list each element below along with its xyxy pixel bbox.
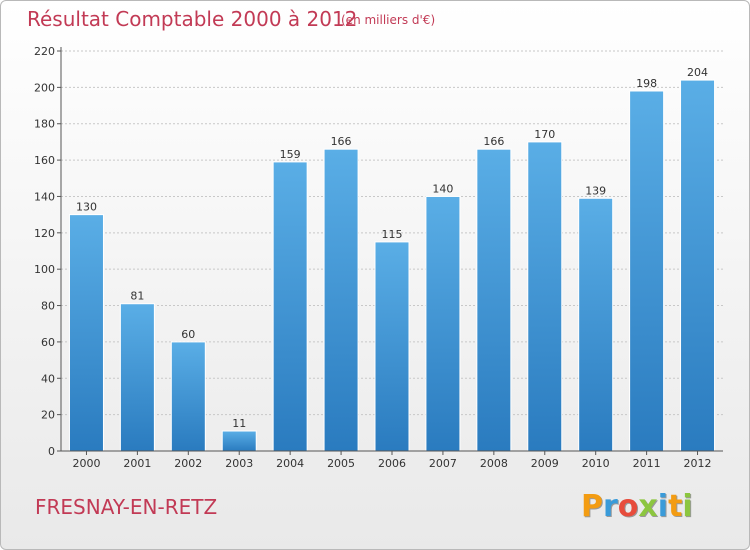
x-tick-label-2007: 2007 xyxy=(429,457,457,470)
y-tick-label: 200 xyxy=(34,81,55,94)
logo-letter: i xyxy=(657,489,669,524)
bar-2010 xyxy=(578,197,614,452)
y-tick-label: 40 xyxy=(41,372,55,385)
x-tick-label-2008: 2008 xyxy=(480,457,508,470)
data-label-2004: 159 xyxy=(280,148,301,161)
x-tick-label-2002: 2002 xyxy=(174,457,202,470)
data-label-2001: 81 xyxy=(130,290,144,303)
data-label-2007: 140 xyxy=(432,182,453,195)
y-tick-label: 140 xyxy=(34,190,55,203)
data-label-2006: 115 xyxy=(382,228,403,241)
bar-2004 xyxy=(272,161,308,452)
commune-name: FRESNAY-EN-RETZ xyxy=(35,495,218,519)
bar-2002 xyxy=(170,341,206,452)
y-axis: 0 20 40 60 80 100 120 140 160 180 200 220 xyxy=(34,45,62,458)
bar-2011 xyxy=(629,90,665,452)
bar-2006 xyxy=(374,241,410,452)
bar-2001 xyxy=(119,303,155,452)
logo-letter: x xyxy=(638,489,658,524)
logo-letter: o xyxy=(617,489,639,524)
x-tick-label-2003: 2003 xyxy=(225,457,253,470)
x-tick-label-2001: 2001 xyxy=(123,457,151,470)
bar-2009 xyxy=(527,141,563,452)
y-tick-label: 120 xyxy=(34,227,55,240)
x-tick-label-2005: 2005 xyxy=(327,457,355,470)
y-tick-label: 220 xyxy=(34,45,55,58)
x-tick-label-2006: 2006 xyxy=(378,457,406,470)
x-tick-label-2004: 2004 xyxy=(276,457,304,470)
x-tick-label-2009: 2009 xyxy=(531,457,559,470)
bar-2000 xyxy=(68,214,104,452)
x-tick-label-2010: 2010 xyxy=(582,457,610,470)
data-label-2009: 170 xyxy=(534,128,555,141)
data-label-2011: 198 xyxy=(636,77,657,90)
data-label-2005: 166 xyxy=(331,135,352,148)
y-tick-label: 160 xyxy=(34,154,55,167)
y-tick-label: 0 xyxy=(48,445,55,458)
data-label-2008: 166 xyxy=(483,135,504,148)
x-tick-label-2012: 2012 xyxy=(684,457,712,470)
y-tick-label: 60 xyxy=(41,336,55,349)
x-axis: 2000 2001 2002 2003 2004 2005 2006 2007 2008 2009… xyxy=(61,450,723,470)
data-label-2000: 130 xyxy=(76,201,97,214)
y-tick-label: 20 xyxy=(41,409,55,422)
y-tick-label: 180 xyxy=(34,118,55,131)
chart-subtitle: (en milliers d'€) xyxy=(341,13,436,27)
data-label-2010: 139 xyxy=(585,184,606,197)
bar-2005 xyxy=(323,148,359,452)
x-tick-label-2000: 2000 xyxy=(72,457,100,470)
logo-letter: P xyxy=(581,489,603,524)
logo-letter: r xyxy=(603,489,618,524)
x-tick-label-2011: 2011 xyxy=(633,457,661,470)
data-label-2002: 60 xyxy=(181,328,195,341)
y-tick-label: 100 xyxy=(34,263,55,276)
bar-2012 xyxy=(680,79,716,452)
bar-2003 xyxy=(221,430,257,452)
logo-letter: t xyxy=(668,489,683,524)
bar-2007 xyxy=(425,195,461,452)
data-label-2012: 204 xyxy=(687,66,708,79)
y-tick-label: 80 xyxy=(41,300,55,313)
chart-title: Résultat Comptable 2000 à 2012 xyxy=(27,7,358,31)
logo-letter: i xyxy=(682,489,693,524)
bar-2008 xyxy=(476,148,512,452)
data-label-2003: 11 xyxy=(232,417,246,430)
proxiti-logo: Proxiti xyxy=(581,489,693,524)
